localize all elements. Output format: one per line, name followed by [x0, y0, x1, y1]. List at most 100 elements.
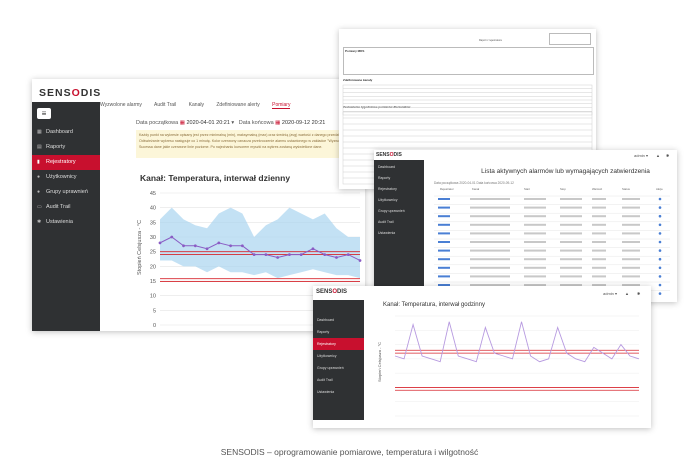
column-header: Status [622, 187, 630, 191]
column-header: Start [524, 187, 530, 191]
sidebar-item-users[interactable]: ● Użytkownicy [32, 170, 100, 185]
recorder-link [438, 241, 450, 243]
channel-cell [470, 223, 510, 226]
data-point [158, 241, 162, 245]
action-icon [658, 266, 662, 270]
channel-cell [470, 266, 510, 269]
status-cell [622, 198, 640, 200]
sidebar-item-recorders[interactable]: ▮ Rejestratory [32, 155, 100, 170]
sidebar-item-permission-groups[interactable]: Grupy uprawnień [378, 209, 405, 213]
start-cell [524, 266, 546, 269]
user-menu[interactable]: admin ▾ [603, 291, 618, 296]
sidebar-item-settings[interactable]: ✱ Ustawienia [32, 215, 100, 230]
alarms-brand-bar: SENSODIS admin ▾ ▲ ✱ [374, 150, 677, 160]
sidebar-item-settings[interactable]: Ustawienia [378, 231, 396, 235]
recorder-link [438, 198, 450, 200]
tab-measurements[interactable]: Pomiary [272, 102, 291, 109]
action-icon [658, 292, 662, 295]
tab-defined-alerts[interactable]: Zdefiniowane alerty [216, 102, 260, 108]
date-start-label: Data początkowa [136, 120, 179, 126]
sidebar: ≡ ▦ Dashboard ▤ Raporty ▮ Rejestratory ● Uży… [32, 102, 100, 331]
sidebar-item-audit-trail[interactable]: ▭ Audit Trail [32, 200, 100, 215]
date-end-label: Data końcowa [238, 120, 274, 126]
status-cell [622, 275, 640, 278]
sidebar-item-recorders[interactable]: Rejestratory [313, 338, 364, 350]
gear-icon[interactable]: ✱ [666, 153, 670, 158]
recorder-link [438, 275, 450, 278]
value-cell [592, 198, 606, 200]
menu-toggle-icon[interactable]: ≡ [37, 108, 51, 119]
column-header: Stop [560, 187, 566, 191]
stop-cell [560, 223, 582, 226]
status-cell [622, 215, 640, 218]
data-point [193, 244, 197, 248]
recorder-link [438, 206, 450, 209]
y-tick-label: 10 [150, 294, 156, 300]
user-menu[interactable]: admin ▾ [634, 153, 649, 158]
channel-cell [470, 284, 510, 286]
recorder-link [438, 232, 450, 235]
sidebar-item-dashboard[interactable]: ▦ Dashboard [32, 125, 100, 140]
sidebar-item-recorders[interactable]: Rejestratory [378, 187, 397, 191]
value-cell [592, 249, 606, 252]
recorder-link [438, 284, 450, 286]
stop-cell [560, 258, 582, 261]
date-start-value[interactable]: 2020-04-01 20:21 [186, 120, 230, 126]
data-point [240, 244, 244, 248]
y-axis-label: Stopień Celsjusza - °C [377, 342, 382, 382]
date-end-value[interactable]: 2020-09-12 20:21 [281, 120, 326, 126]
avg-series-line [159, 236, 361, 261]
hourly-window: SENSODIS admin ▾ ▲ ✱ Dashboard Raporty R… [313, 286, 651, 428]
data-point [276, 256, 280, 259]
sidebar-item-settings[interactable]: Ustawienia [317, 390, 335, 394]
y-tick-label: 0 [153, 323, 156, 329]
sidebar-item-audit-trail[interactable]: Audit Trail [317, 378, 333, 382]
sidebar-item-permission-groups[interactable]: Grupy uprawnień [317, 366, 344, 370]
date-range: Data początkowa ▦ 2020-04-01 20:21 ▾ Dat… [136, 120, 326, 126]
sidebar-item-dashboard[interactable]: Dashboard [317, 318, 335, 322]
sidebar-item-reports[interactable]: Raporty [378, 176, 391, 180]
action-icon [658, 223, 662, 227]
date-filter[interactable]: Data początkowa 2020-04-01 Data końcowa … [434, 181, 514, 185]
sidebar-item-audit-trail[interactable]: Audit Trail [378, 220, 394, 224]
start-cell [524, 275, 546, 278]
bell-icon[interactable]: ▲ [625, 291, 629, 296]
action-icon [658, 232, 662, 235]
hourly-series-line [394, 321, 640, 363]
value-cell [592, 223, 606, 226]
group-icon: ● [37, 189, 41, 195]
sidebar-item-reports[interactable]: Raporty [317, 330, 330, 334]
hourly-chart[interactable]: Stopień Celsjusza - °C [373, 312, 645, 424]
bell-icon[interactable]: ▲ [656, 153, 660, 158]
tab-channels[interactable]: Kanały [188, 102, 204, 108]
channel-cell [470, 249, 510, 252]
start-cell [524, 223, 546, 226]
tab-audit-trail[interactable]: Audit Trail [154, 102, 177, 108]
channel-cell [470, 275, 510, 278]
action-icon [658, 257, 662, 261]
tab-triggered-alarms[interactable]: Wyzwolone alarmy [100, 102, 142, 108]
daily-chart[interactable]: 0 5 10 15 20 25 30 35 40 45 Stopień Celsjusza - °… [132, 185, 365, 331]
data-point [311, 247, 315, 251]
sidebar-item-users[interactable]: Użytkownicy [378, 198, 398, 202]
report-header-line: Raport z rejestratora [479, 39, 502, 42]
stop-cell [560, 275, 582, 278]
y-tick-label: 40 [150, 206, 156, 212]
sidebar-item-reports[interactable]: ▤ Raporty [32, 140, 100, 155]
action-icon [658, 275, 662, 278]
recorder-link [438, 266, 450, 269]
gear-icon[interactable]: ✱ [637, 291, 641, 296]
value-cell [592, 284, 606, 286]
stop-cell [560, 198, 582, 200]
sidebar-item-users[interactable]: Użytkownicy [317, 354, 337, 358]
report-section-title: Zdefiniowane kanały [343, 78, 373, 82]
y-tick-label: 45 [150, 191, 156, 197]
column-header: Akcje [656, 187, 663, 191]
reports-icon: ▤ [37, 144, 42, 150]
status-cell [622, 206, 640, 209]
start-cell [524, 198, 546, 200]
sidebar-item-permission-groups[interactable]: ● Grupy uprawnień [32, 185, 100, 200]
sidebar-item-dashboard[interactable]: Dashboard [378, 165, 396, 169]
value-cell [592, 206, 606, 209]
start-cell [524, 215, 546, 218]
